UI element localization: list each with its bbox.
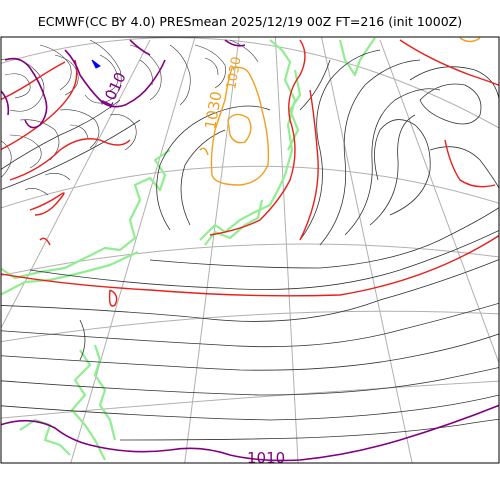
isobar — [1, 259, 499, 322]
latitude-line — [1, 243, 499, 277]
map-frame — [0, 36, 500, 464]
longitude-line — [274, 37, 299, 463]
purple-isobar — [64, 49, 166, 108]
orange-isobars — [199, 37, 481, 186]
orange-isobar — [459, 37, 481, 43]
isobar — [419, 83, 482, 125]
isobar — [1, 367, 499, 396]
isobar — [299, 49, 381, 241]
purple-isobars — [1, 39, 499, 462]
isobar — [409, 66, 499, 102]
red-isobar — [108, 289, 118, 307]
isobar — [29, 229, 499, 290]
isobar — [1, 119, 141, 191]
isobar — [180, 129, 226, 226]
longitude-line — [320, 37, 413, 463]
coastline-central — [199, 39, 297, 241]
red-isobar — [29, 192, 65, 216]
coastline-south — [93, 344, 117, 441]
red-isobars — [1, 39, 499, 307]
red-isobar — [1, 61, 66, 101]
red-isobar — [444, 139, 496, 188]
isobar — [1, 394, 499, 421]
red-isobar — [1, 234, 499, 297]
purple-isobar — [224, 39, 246, 47]
isobar — [1, 333, 499, 371]
red-isobar — [9, 138, 131, 181]
isobar — [149, 207, 499, 269]
contour-label: 1030 — [201, 90, 225, 131]
orange-isobar — [210, 66, 270, 186]
coastline-northeast — [338, 37, 376, 77]
coastline-south — [70, 349, 106, 461]
low-marker-icon — [91, 59, 101, 69]
orange-isobar — [227, 113, 252, 144]
red-isobar — [299, 89, 319, 241]
isobar — [369, 114, 416, 226]
latitude-line — [1, 165, 499, 209]
latitude-line — [1, 310, 499, 343]
isobar — [79, 319, 86, 361]
isobar — [1, 302, 499, 348]
coastline-west — [1, 251, 139, 296]
longitude-line — [379, 39, 499, 365]
coastline-southwest — [19, 418, 71, 456]
contour-label: 1010 — [247, 449, 285, 467]
orange-isobar — [199, 147, 209, 156]
isobar — [119, 418, 499, 441]
red-isobar — [209, 39, 306, 236]
isobar — [344, 88, 441, 236]
purple-isobar — [4, 57, 48, 129]
isobar — [1, 99, 121, 170]
isobars — [1, 49, 499, 441]
coastline-west — [1, 149, 171, 280]
isobar — [156, 105, 271, 231]
red-isobar — [39, 237, 51, 246]
contour-label: 1030 — [224, 55, 245, 90]
purple-isobar — [1, 404, 499, 462]
red-isobar — [1, 59, 78, 151]
latitude-line — [1, 380, 499, 419]
map-title: ECMWF(CC BY 4.0) PRESmean 2025/12/19 00Z… — [37, 14, 463, 29]
graticule — [1, 37, 499, 463]
purple-isobar — [1, 89, 10, 116]
isobar — [319, 59, 421, 246]
isobar — [374, 119, 431, 216]
red-isobar — [399, 39, 499, 87]
purple-isobar — [129, 39, 151, 56]
isobar — [299, 59, 331, 111]
longitude-line — [70, 37, 196, 463]
latitude-line — [1, 37, 499, 129]
